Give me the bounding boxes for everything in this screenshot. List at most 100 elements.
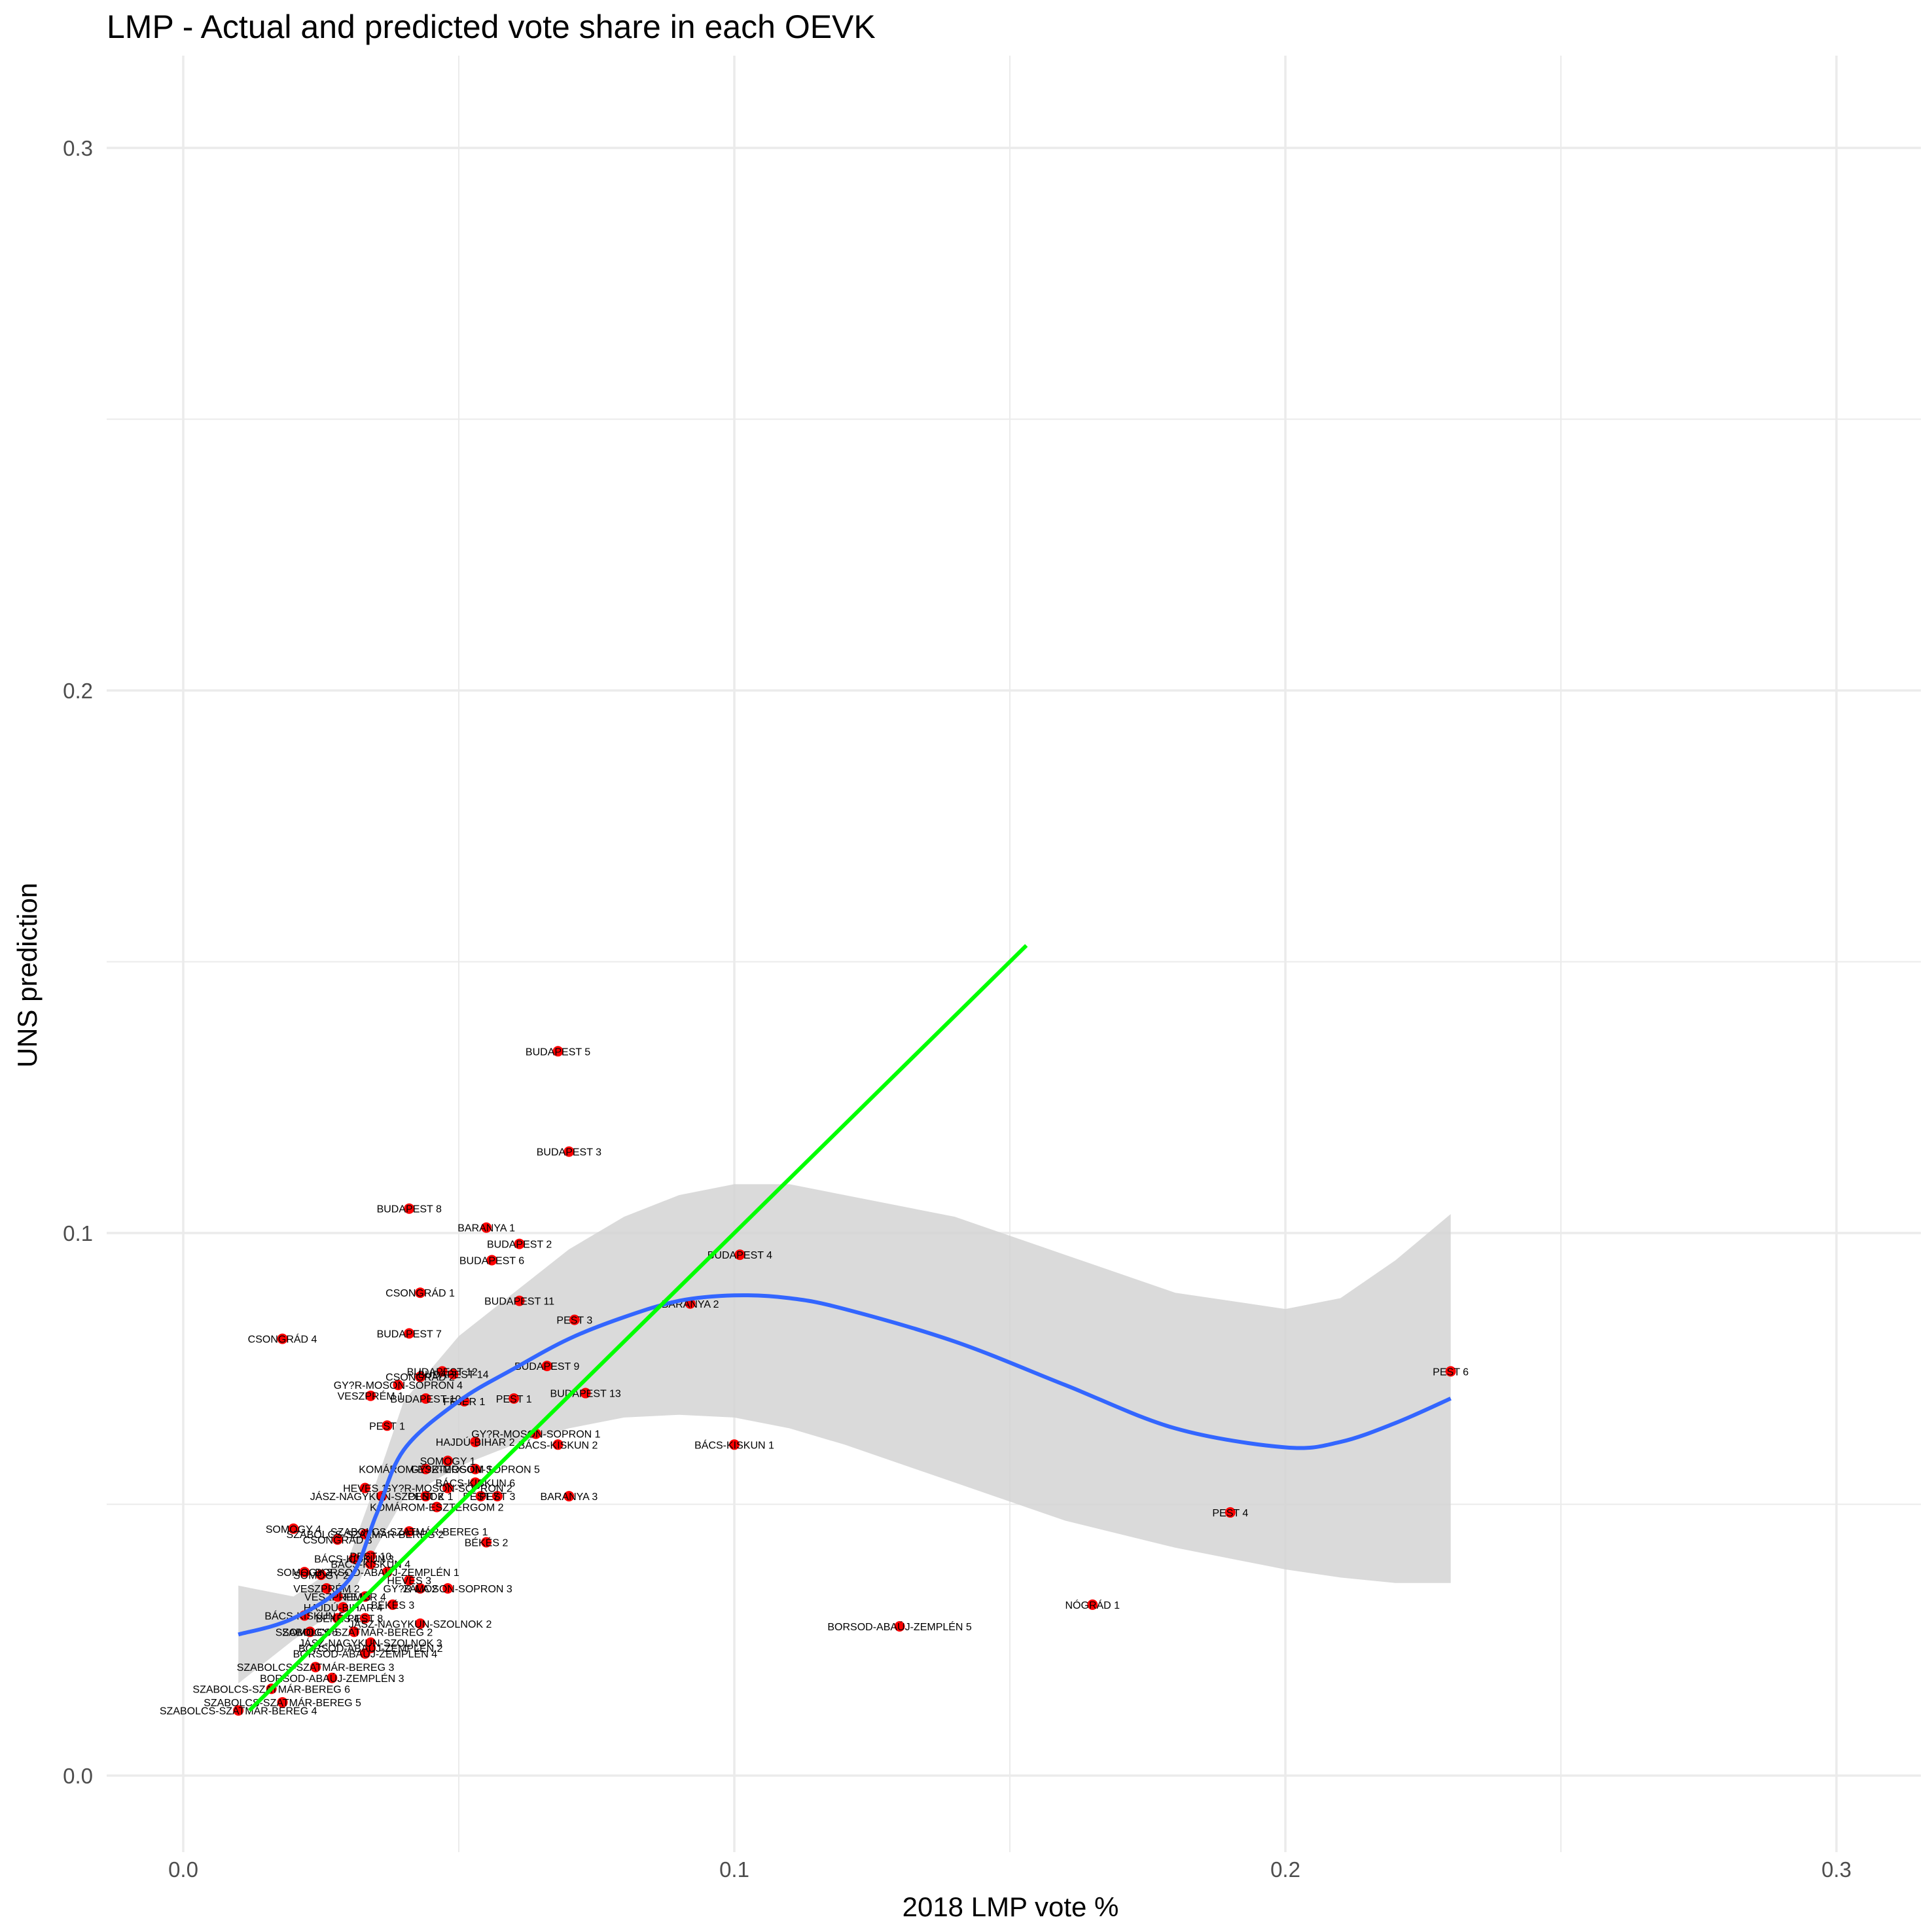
data-point <box>359 1613 370 1624</box>
data-point <box>442 1482 454 1494</box>
point-label: BÁCS-KISKUN 4 <box>331 1558 410 1571</box>
data-point <box>431 1501 442 1512</box>
data-point <box>1225 1507 1236 1518</box>
point-label: GY?R-MOSON-SOPRON 2 <box>383 1484 512 1495</box>
point-label: PEST 1 <box>369 1421 405 1432</box>
data-point <box>327 1672 338 1683</box>
point-label: SOMOGY 1 <box>420 1456 476 1467</box>
point-label: JÁSZ-NAGYKUN-SZOLNOK 2 <box>349 1618 492 1630</box>
point-label: BÁCS-KISKUN 2 <box>518 1439 598 1451</box>
data-point <box>437 1366 448 1377</box>
point-label: BUDAPEST 13 <box>550 1389 621 1400</box>
data-point <box>729 1439 740 1450</box>
data-point <box>359 1482 370 1494</box>
data-point <box>382 1420 393 1431</box>
point-label: CSONGRÁD 3 <box>303 1533 372 1546</box>
point-label: BORSOD-ABAÚJ-ZEMPLÉN 2 <box>298 1642 443 1655</box>
point-label: KOMÁROM-ESZTERGOM 2 <box>370 1501 504 1514</box>
data-point <box>415 1618 426 1629</box>
point-label: GY?R-MOSON-SOPRON 1 <box>471 1429 600 1440</box>
data-point <box>894 1621 905 1632</box>
point-label: PEST 6 <box>1433 1367 1469 1378</box>
fit-lines-layer <box>238 944 1452 1712</box>
data-point <box>552 1439 564 1450</box>
point-label: SZABOLCS-SZATMÁR-BEREG 3 <box>237 1661 395 1673</box>
point-label: BUDAPEST 12 <box>407 1367 478 1378</box>
point-label: GY?R-MOSON-SOPRON 3 <box>383 1584 512 1595</box>
point-label: BÁCS-KISKUN 6 <box>435 1476 515 1489</box>
data-point <box>393 1380 404 1391</box>
point-label: BARANYA 1 <box>457 1223 515 1234</box>
data-point <box>580 1387 591 1399</box>
point-label: GY?R-MOSON-SOPRON 4 <box>334 1380 463 1391</box>
data-point <box>514 1295 525 1306</box>
x-tick-label: 0.0 <box>168 1857 198 1882</box>
data-point <box>404 1328 415 1339</box>
point-label: SZABOLCS-SZATMÁR-BEREG 4 <box>160 1705 317 1717</box>
point-label: SZABOLCS-SZATMÁR-BEREG 2 <box>287 1528 444 1541</box>
point-label: SZABOLCS-SZATMÁR-BEREG 5 <box>204 1696 361 1709</box>
data-point <box>420 1463 431 1475</box>
point-label: BUDAPEST 14 <box>418 1370 488 1381</box>
data-point <box>404 1526 415 1537</box>
data-point <box>552 1046 564 1057</box>
point-label: BORSOD-ABAÚJ-ZEMPLÉN 3 <box>260 1672 404 1685</box>
point-label: BÁCS-KISKUN 5 <box>264 1609 344 1622</box>
data-point <box>415 1371 426 1382</box>
point-label: PEST 3 <box>480 1492 516 1503</box>
y-axis-title: UNS prediction <box>12 883 43 1067</box>
point-label: BUDAPEST 4 <box>707 1250 772 1261</box>
y-tick-label: 0.0 <box>63 1764 93 1788</box>
data-point <box>564 1146 575 1157</box>
data-point <box>442 1456 454 1467</box>
point-label: PEST 1 <box>496 1394 532 1405</box>
data-point <box>481 1537 492 1548</box>
data-point <box>734 1249 745 1261</box>
data-point <box>365 1390 376 1401</box>
point-label: GY?R-MOSON-SOPRON 5 <box>411 1465 540 1476</box>
point-label: BÁCS-KISKUN 3 <box>314 1552 394 1565</box>
identity-line <box>247 944 1028 1712</box>
point-label: SOMOGY 3 <box>277 1567 332 1579</box>
point-label: BUDAPEST 11 <box>484 1297 554 1308</box>
data-point <box>349 1553 360 1564</box>
data-point <box>415 1287 426 1298</box>
point-label: CSONGRÁD 2 <box>385 1371 455 1384</box>
point-label: SZABOLCS-SZATMÁR-BEREG 2 <box>276 1626 433 1638</box>
point-label: BÁCS-KISKUN 1 <box>694 1439 774 1451</box>
data-point <box>420 1491 431 1502</box>
data-point <box>514 1238 525 1249</box>
y-tick-label: 0.1 <box>63 1221 93 1245</box>
data-point <box>486 1255 497 1266</box>
point-label: HAJDÚ-BIHAR 2 <box>436 1436 515 1448</box>
data-point <box>233 1705 244 1716</box>
point-label: BÉKÉS 2 <box>465 1537 509 1549</box>
data-point <box>448 1368 459 1380</box>
data-point <box>310 1662 321 1673</box>
point-label: BUDAPEST 8 <box>377 1204 442 1215</box>
point-label: PEST 4 <box>1212 1508 1248 1519</box>
data-point <box>338 1602 349 1613</box>
point-label: SOMOGY 2 <box>293 1570 349 1581</box>
data-point <box>481 1222 492 1233</box>
x-tick-label: 0.3 <box>1821 1857 1851 1882</box>
data-point <box>492 1491 503 1502</box>
point-label: BUDAPEST 6 <box>459 1255 524 1266</box>
data-point <box>470 1437 481 1448</box>
point-label: HEVES 1 <box>343 1484 387 1495</box>
data-point <box>387 1599 398 1610</box>
point-label: CSONGRÁD 4 <box>248 1333 317 1346</box>
point-label: VESZPRÉM 1 <box>338 1390 404 1403</box>
point-label: BUDAPEST 9 <box>514 1361 579 1372</box>
point-label: PEST 8 <box>347 1614 383 1625</box>
data-point <box>420 1393 431 1404</box>
y-tick-label: 0.3 <box>63 136 93 160</box>
data-point <box>277 1697 288 1708</box>
point-label: CSONGRÁD 1 <box>385 1287 455 1299</box>
confidence-ribbon <box>238 1184 1451 1684</box>
point-label: BUDAPEST 2 <box>487 1240 552 1251</box>
data-point <box>564 1491 575 1502</box>
point-label: BARANYA 3 <box>541 1492 598 1503</box>
loess-fit-line <box>238 1293 1452 1637</box>
